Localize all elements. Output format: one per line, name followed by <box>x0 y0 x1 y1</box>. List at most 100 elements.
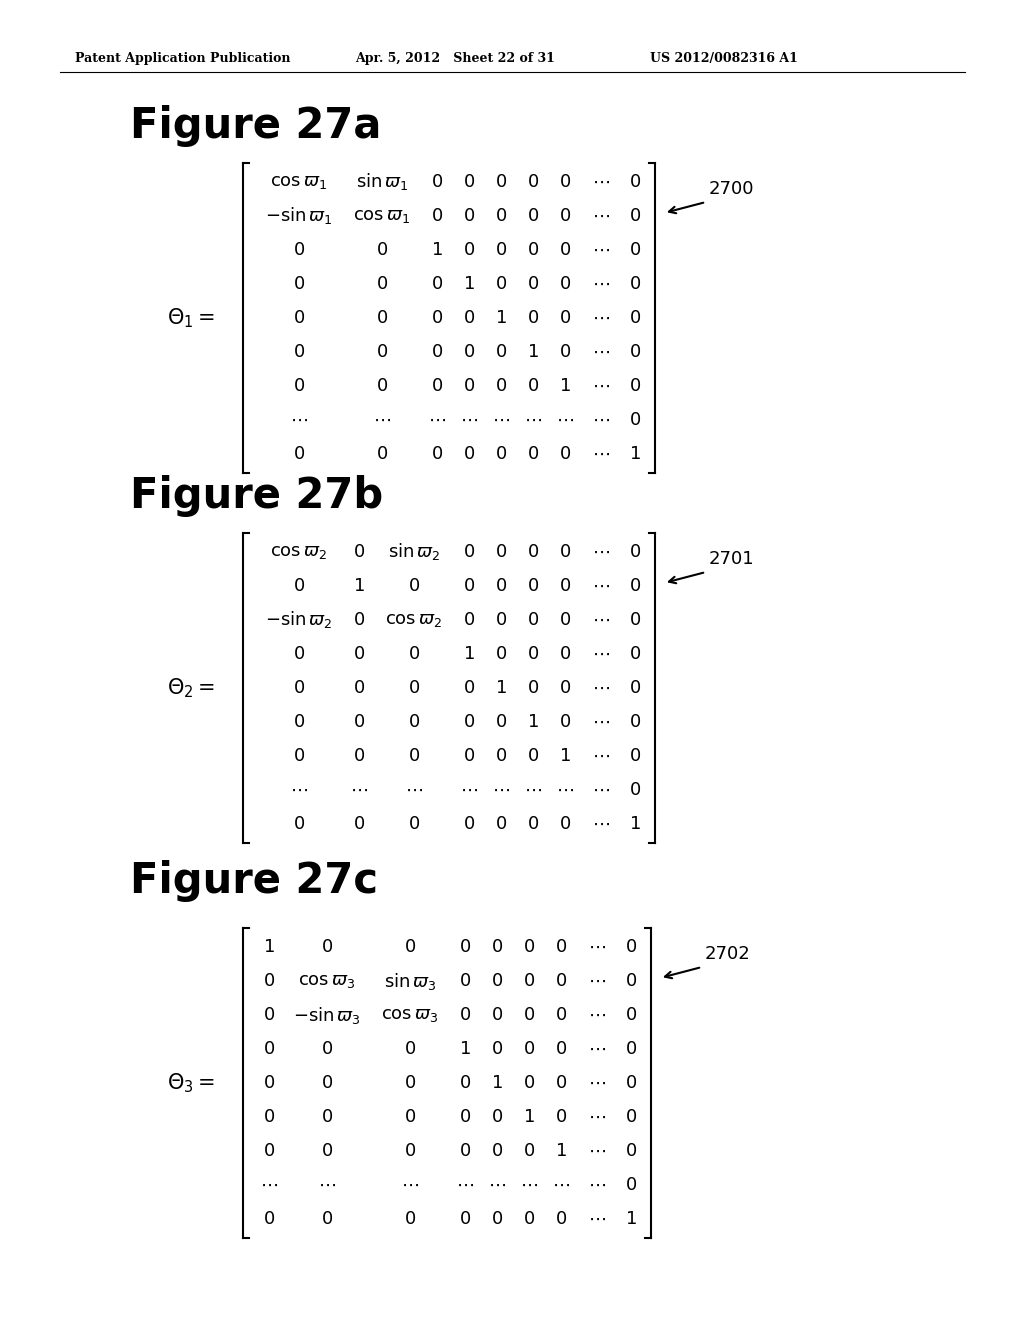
Text: $0$: $0$ <box>559 207 571 224</box>
Text: $\cdots$: $\cdots$ <box>592 713 610 731</box>
Text: $\cdots$: $\cdots$ <box>588 1040 606 1059</box>
Text: $1$: $1$ <box>625 1210 637 1228</box>
Text: $1$: $1$ <box>496 678 507 697</box>
Text: $0$: $0$ <box>527 678 539 697</box>
Text: $\cdots$: $\cdots$ <box>290 411 308 429</box>
Text: $\cdots$: $\cdots$ <box>588 1210 606 1228</box>
Text: $0$: $0$ <box>559 814 571 833</box>
Text: US 2012/0082316 A1: US 2012/0082316 A1 <box>650 51 798 65</box>
Text: $\cdots$: $\cdots$ <box>552 1176 570 1195</box>
Text: $0$: $0$ <box>559 543 571 561</box>
Text: $0$: $0$ <box>527 242 539 259</box>
Text: $0$: $0$ <box>527 445 539 463</box>
Text: $0$: $0$ <box>353 747 365 766</box>
Text: $0$: $0$ <box>625 1107 637 1126</box>
Text: $0$: $0$ <box>353 713 365 731</box>
Text: $\cos\varpi_3$: $\cos\varpi_3$ <box>381 1006 438 1024</box>
Text: $1$: $1$ <box>527 343 539 360</box>
Text: $0$: $0$ <box>629 378 641 395</box>
Text: $\cdots$: $\cdots$ <box>592 207 610 224</box>
Text: $0$: $0$ <box>495 645 507 663</box>
Text: $0$: $0$ <box>463 343 475 360</box>
Text: $0$: $0$ <box>459 1142 471 1160</box>
Text: $0$: $0$ <box>263 1210 275 1228</box>
Text: $0$: $0$ <box>625 1074 637 1092</box>
Text: $1$: $1$ <box>559 747 570 766</box>
Text: $0$: $0$ <box>463 747 475 766</box>
Text: $0$: $0$ <box>463 445 475 463</box>
Text: $0$: $0$ <box>408 713 420 731</box>
Text: $0$: $0$ <box>625 972 637 990</box>
Text: $0$: $0$ <box>459 1074 471 1092</box>
Text: $0$: $0$ <box>555 939 567 956</box>
Text: $0$: $0$ <box>263 1074 275 1092</box>
Text: $0$: $0$ <box>463 378 475 395</box>
Text: $0$: $0$ <box>403 939 416 956</box>
Text: $0$: $0$ <box>431 275 443 293</box>
Text: $0$: $0$ <box>353 611 365 630</box>
Text: $1$: $1$ <box>559 378 570 395</box>
Text: $0$: $0$ <box>293 678 305 697</box>
Text: $\cdots$: $\cdots$ <box>592 309 610 327</box>
Text: $\sin\varpi_2$: $\sin\varpi_2$ <box>388 541 440 562</box>
Text: $0$: $0$ <box>293 378 305 395</box>
Text: $0$: $0$ <box>559 611 571 630</box>
Text: $0$: $0$ <box>293 343 305 360</box>
Text: $0$: $0$ <box>321 1040 333 1059</box>
Text: $1$: $1$ <box>431 242 442 259</box>
Text: $0$: $0$ <box>495 173 507 191</box>
Text: $\cdots$: $\cdots$ <box>520 1176 538 1195</box>
Text: $0$: $0$ <box>403 1107 416 1126</box>
Text: $\cdots$: $\cdots$ <box>492 411 510 429</box>
Text: $\cdots$: $\cdots$ <box>588 1142 606 1160</box>
Text: $0$: $0$ <box>495 713 507 731</box>
Text: $0$: $0$ <box>559 173 571 191</box>
Text: Patent Application Publication: Patent Application Publication <box>75 51 291 65</box>
Text: $1$: $1$ <box>463 275 475 293</box>
Text: $0$: $0$ <box>495 275 507 293</box>
Text: $0$: $0$ <box>463 242 475 259</box>
Text: $\cdots$: $\cdots$ <box>592 577 610 595</box>
Text: $0$: $0$ <box>463 678 475 697</box>
Text: $0$: $0$ <box>629 611 641 630</box>
Text: $0$: $0$ <box>376 242 388 259</box>
Text: $0$: $0$ <box>629 781 641 799</box>
Text: $0$: $0$ <box>527 747 539 766</box>
Text: $\cdots$: $\cdots$ <box>588 1006 606 1024</box>
Text: $\cdots$: $\cdots$ <box>318 1176 336 1195</box>
Text: $0$: $0$ <box>463 207 475 224</box>
Text: $0$: $0$ <box>495 577 507 595</box>
Text: $0$: $0$ <box>293 747 305 766</box>
Text: $\cdots$: $\cdots$ <box>588 1176 606 1195</box>
Text: $0$: $0$ <box>495 814 507 833</box>
Text: $0$: $0$ <box>559 275 571 293</box>
Text: $0$: $0$ <box>555 1107 567 1126</box>
Text: $0$: $0$ <box>463 543 475 561</box>
Text: $\cdots$: $\cdots$ <box>592 445 610 463</box>
Text: $0$: $0$ <box>431 378 443 395</box>
Text: $\cos\varpi_2$: $\cos\varpi_2$ <box>270 543 328 561</box>
Text: $0$: $0$ <box>625 1040 637 1059</box>
Text: $\cdots$: $\cdots$ <box>556 781 574 799</box>
Text: $0$: $0$ <box>559 343 571 360</box>
Text: $\cdots$: $\cdots$ <box>592 411 610 429</box>
Text: $0$: $0$ <box>527 611 539 630</box>
Text: $\cdots$: $\cdots$ <box>588 972 606 990</box>
Text: $0$: $0$ <box>431 309 443 327</box>
Text: $0$: $0$ <box>459 972 471 990</box>
Text: $0$: $0$ <box>559 445 571 463</box>
Text: $0$: $0$ <box>463 309 475 327</box>
Text: $0$: $0$ <box>629 309 641 327</box>
Text: $\cdots$: $\cdots$ <box>592 378 610 395</box>
Text: $0$: $0$ <box>625 1006 637 1024</box>
Text: $\cdots$: $\cdots$ <box>488 1176 506 1195</box>
Text: 2702: 2702 <box>705 945 751 964</box>
Text: $0$: $0$ <box>629 207 641 224</box>
Text: $0$: $0$ <box>495 747 507 766</box>
Text: $0$: $0$ <box>376 445 388 463</box>
Text: $-\sin\varpi_3$: $-\sin\varpi_3$ <box>293 1005 360 1026</box>
Text: $0$: $0$ <box>490 939 503 956</box>
Text: $0$: $0$ <box>353 814 365 833</box>
Text: $0$: $0$ <box>403 1142 416 1160</box>
Text: $\sin\varpi_1$: $\sin\varpi_1$ <box>355 172 409 193</box>
